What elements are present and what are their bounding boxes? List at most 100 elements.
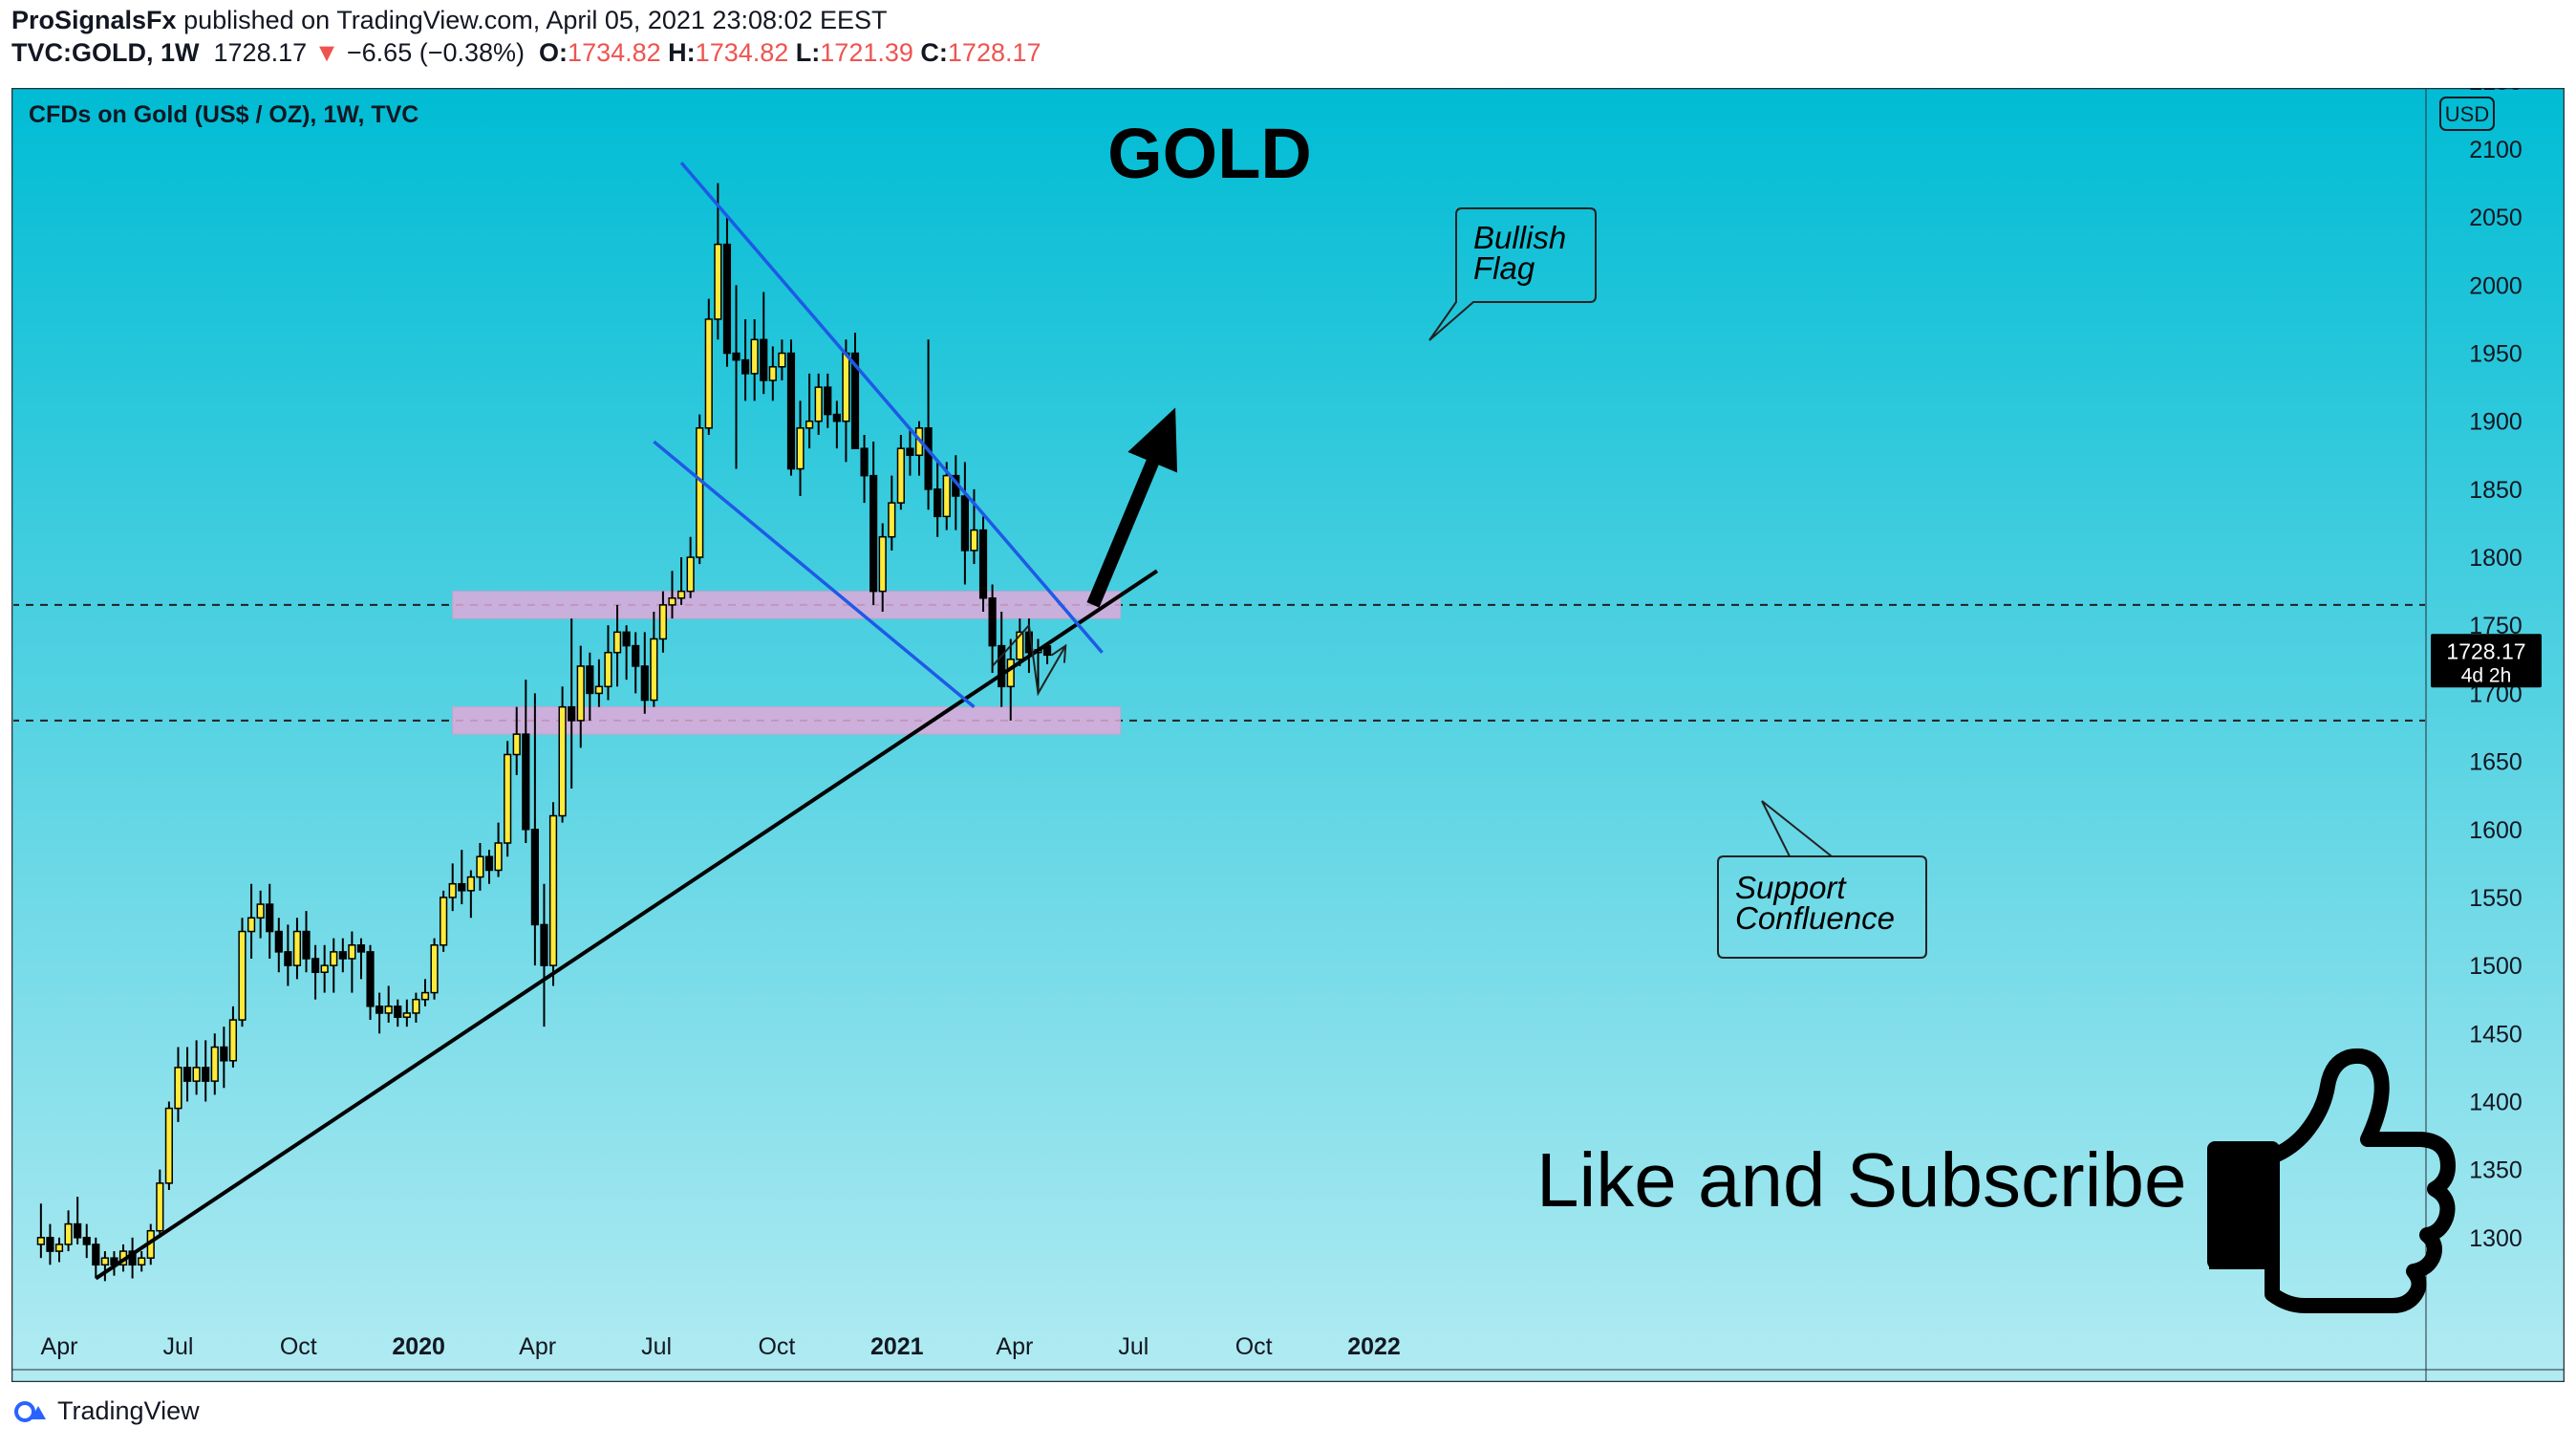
candle-body	[512, 733, 521, 756]
chart-area[interactable]: 2150210020502000195019001850180017501700…	[11, 88, 2565, 1382]
time-tick-label: Oct	[1235, 1333, 1273, 1360]
price-tick-label: 1800	[2469, 545, 2522, 572]
callout-text-bullish-flag: Bullish	[1473, 220, 1566, 255]
candle-body	[814, 386, 823, 422]
close-value: 1728.17	[947, 38, 1041, 67]
time-tick-label: Jul	[1118, 1333, 1148, 1360]
candle-body	[202, 1067, 210, 1082]
candle-body	[640, 665, 649, 702]
candle-body	[778, 352, 786, 368]
callout-bubble-bullish-flag	[1428, 207, 1597, 341]
high-label: H:	[668, 38, 696, 67]
candle-body	[174, 1067, 182, 1110]
candle-body	[54, 1244, 64, 1252]
candle-body	[860, 447, 869, 477]
footer[interactable]: TradingView	[13, 1396, 200, 1426]
thumbs-up-cuff	[2209, 1145, 2266, 1269]
candle-body	[942, 474, 951, 518]
candle-body	[796, 427, 805, 470]
callout-text-support-confluence: Support	[1735, 870, 1847, 905]
time-tick-label: 2020	[392, 1333, 445, 1360]
price-tick-label: 1450	[2469, 1021, 2522, 1048]
candle-body	[384, 1006, 393, 1014]
price-tick-label: 1400	[2469, 1089, 2522, 1115]
low-value: 1721.39	[820, 38, 913, 67]
time-tick-label: Oct	[280, 1333, 317, 1360]
channel-lower-line	[653, 440, 976, 708]
cta-text: Like and Subscribe	[1536, 1137, 2186, 1222]
candle-body	[274, 930, 283, 953]
footer-brand[interactable]: TradingView	[57, 1396, 200, 1425]
candle-body	[247, 917, 256, 933]
author-name[interactable]: ProSignalsFx	[11, 6, 177, 34]
candle-body	[366, 951, 375, 1007]
candle-body	[576, 665, 585, 722]
candle-body	[805, 420, 814, 429]
candle-body	[594, 685, 603, 695]
candle-body	[896, 447, 905, 504]
candle-body	[458, 882, 466, 892]
candle-body	[320, 964, 329, 973]
candle-body	[182, 1067, 192, 1082]
candle-body	[238, 930, 247, 1021]
price-tick-label: 1900	[2469, 409, 2522, 436]
price-tick-label: 1350	[2469, 1157, 2522, 1184]
candle-body	[46, 1237, 54, 1252]
price-tick-label: 1950	[2469, 341, 2522, 368]
last-price-tag	[2431, 634, 2542, 688]
tradingview-logo-icon	[14, 1400, 46, 1422]
candle-body	[74, 1222, 82, 1239]
candle-body	[522, 733, 530, 831]
time-tick-label: 2022	[1347, 1333, 1401, 1360]
last-price-value: 1728.17	[2446, 638, 2525, 663]
callout-bubble-support-confluence	[1717, 800, 1927, 959]
candle-body	[36, 1237, 45, 1245]
candle-body	[906, 447, 914, 457]
candle-body	[284, 951, 292, 966]
chart-title: CFDs on Gold (US$ / OZ), 1W, TVC	[29, 101, 419, 128]
open-value: 1734.82	[568, 38, 661, 67]
candle-body	[394, 1006, 402, 1018]
candle-body	[760, 338, 768, 381]
candle-body	[988, 597, 997, 647]
candle-body	[302, 930, 311, 960]
candle-body	[696, 427, 704, 558]
candle-body	[998, 644, 1006, 688]
candle-body	[530, 829, 539, 926]
chart-background	[11, 88, 2565, 1382]
publish-line: ProSignalsFx published on TradingView.co…	[11, 6, 888, 35]
symbol-name[interactable]: TVC:GOLD, 1W	[11, 38, 200, 67]
gold-chart[interactable]: 2150210020502000195019001850180017501700…	[11, 88, 2565, 1382]
candle-body	[64, 1222, 73, 1245]
candle-body	[568, 705, 576, 722]
candle-body	[1006, 659, 1015, 688]
candle-body	[484, 855, 494, 872]
candle-body	[100, 1257, 109, 1266]
candle-body	[476, 855, 484, 878]
candle-body	[330, 951, 338, 966]
axes-layer: 2150210020502000195019001850180017501700…	[41, 88, 2522, 1360]
currency-badge[interactable]	[2439, 97, 2495, 131]
candle-body	[356, 944, 366, 953]
price-tick-label: 1600	[2469, 817, 2522, 844]
zone-rect	[452, 706, 1122, 735]
published-text: published on TradingView.com, April 05, …	[183, 6, 888, 34]
projection-arrowhead	[1050, 643, 1067, 663]
candle-body	[586, 665, 594, 695]
candle-body	[604, 651, 612, 688]
time-tick-label: Jul	[162, 1333, 193, 1360]
candle-body	[266, 903, 274, 933]
candle-body	[338, 951, 347, 960]
chart-frame	[11, 88, 2565, 1382]
candle-body	[832, 413, 841, 422]
candle-body	[420, 991, 430, 1001]
candle-body	[978, 529, 988, 599]
candle-body	[156, 1182, 164, 1232]
bar-countdown: 4d 2h	[2461, 664, 2512, 686]
candle-body	[970, 529, 978, 551]
price-tick-label: 2150	[2469, 88, 2522, 96]
candle-body	[632, 644, 640, 667]
candle-body	[256, 903, 265, 919]
callout-text-bullish-flag: Flag	[1473, 250, 1535, 286]
price-tick-label: 1300	[2469, 1225, 2522, 1252]
